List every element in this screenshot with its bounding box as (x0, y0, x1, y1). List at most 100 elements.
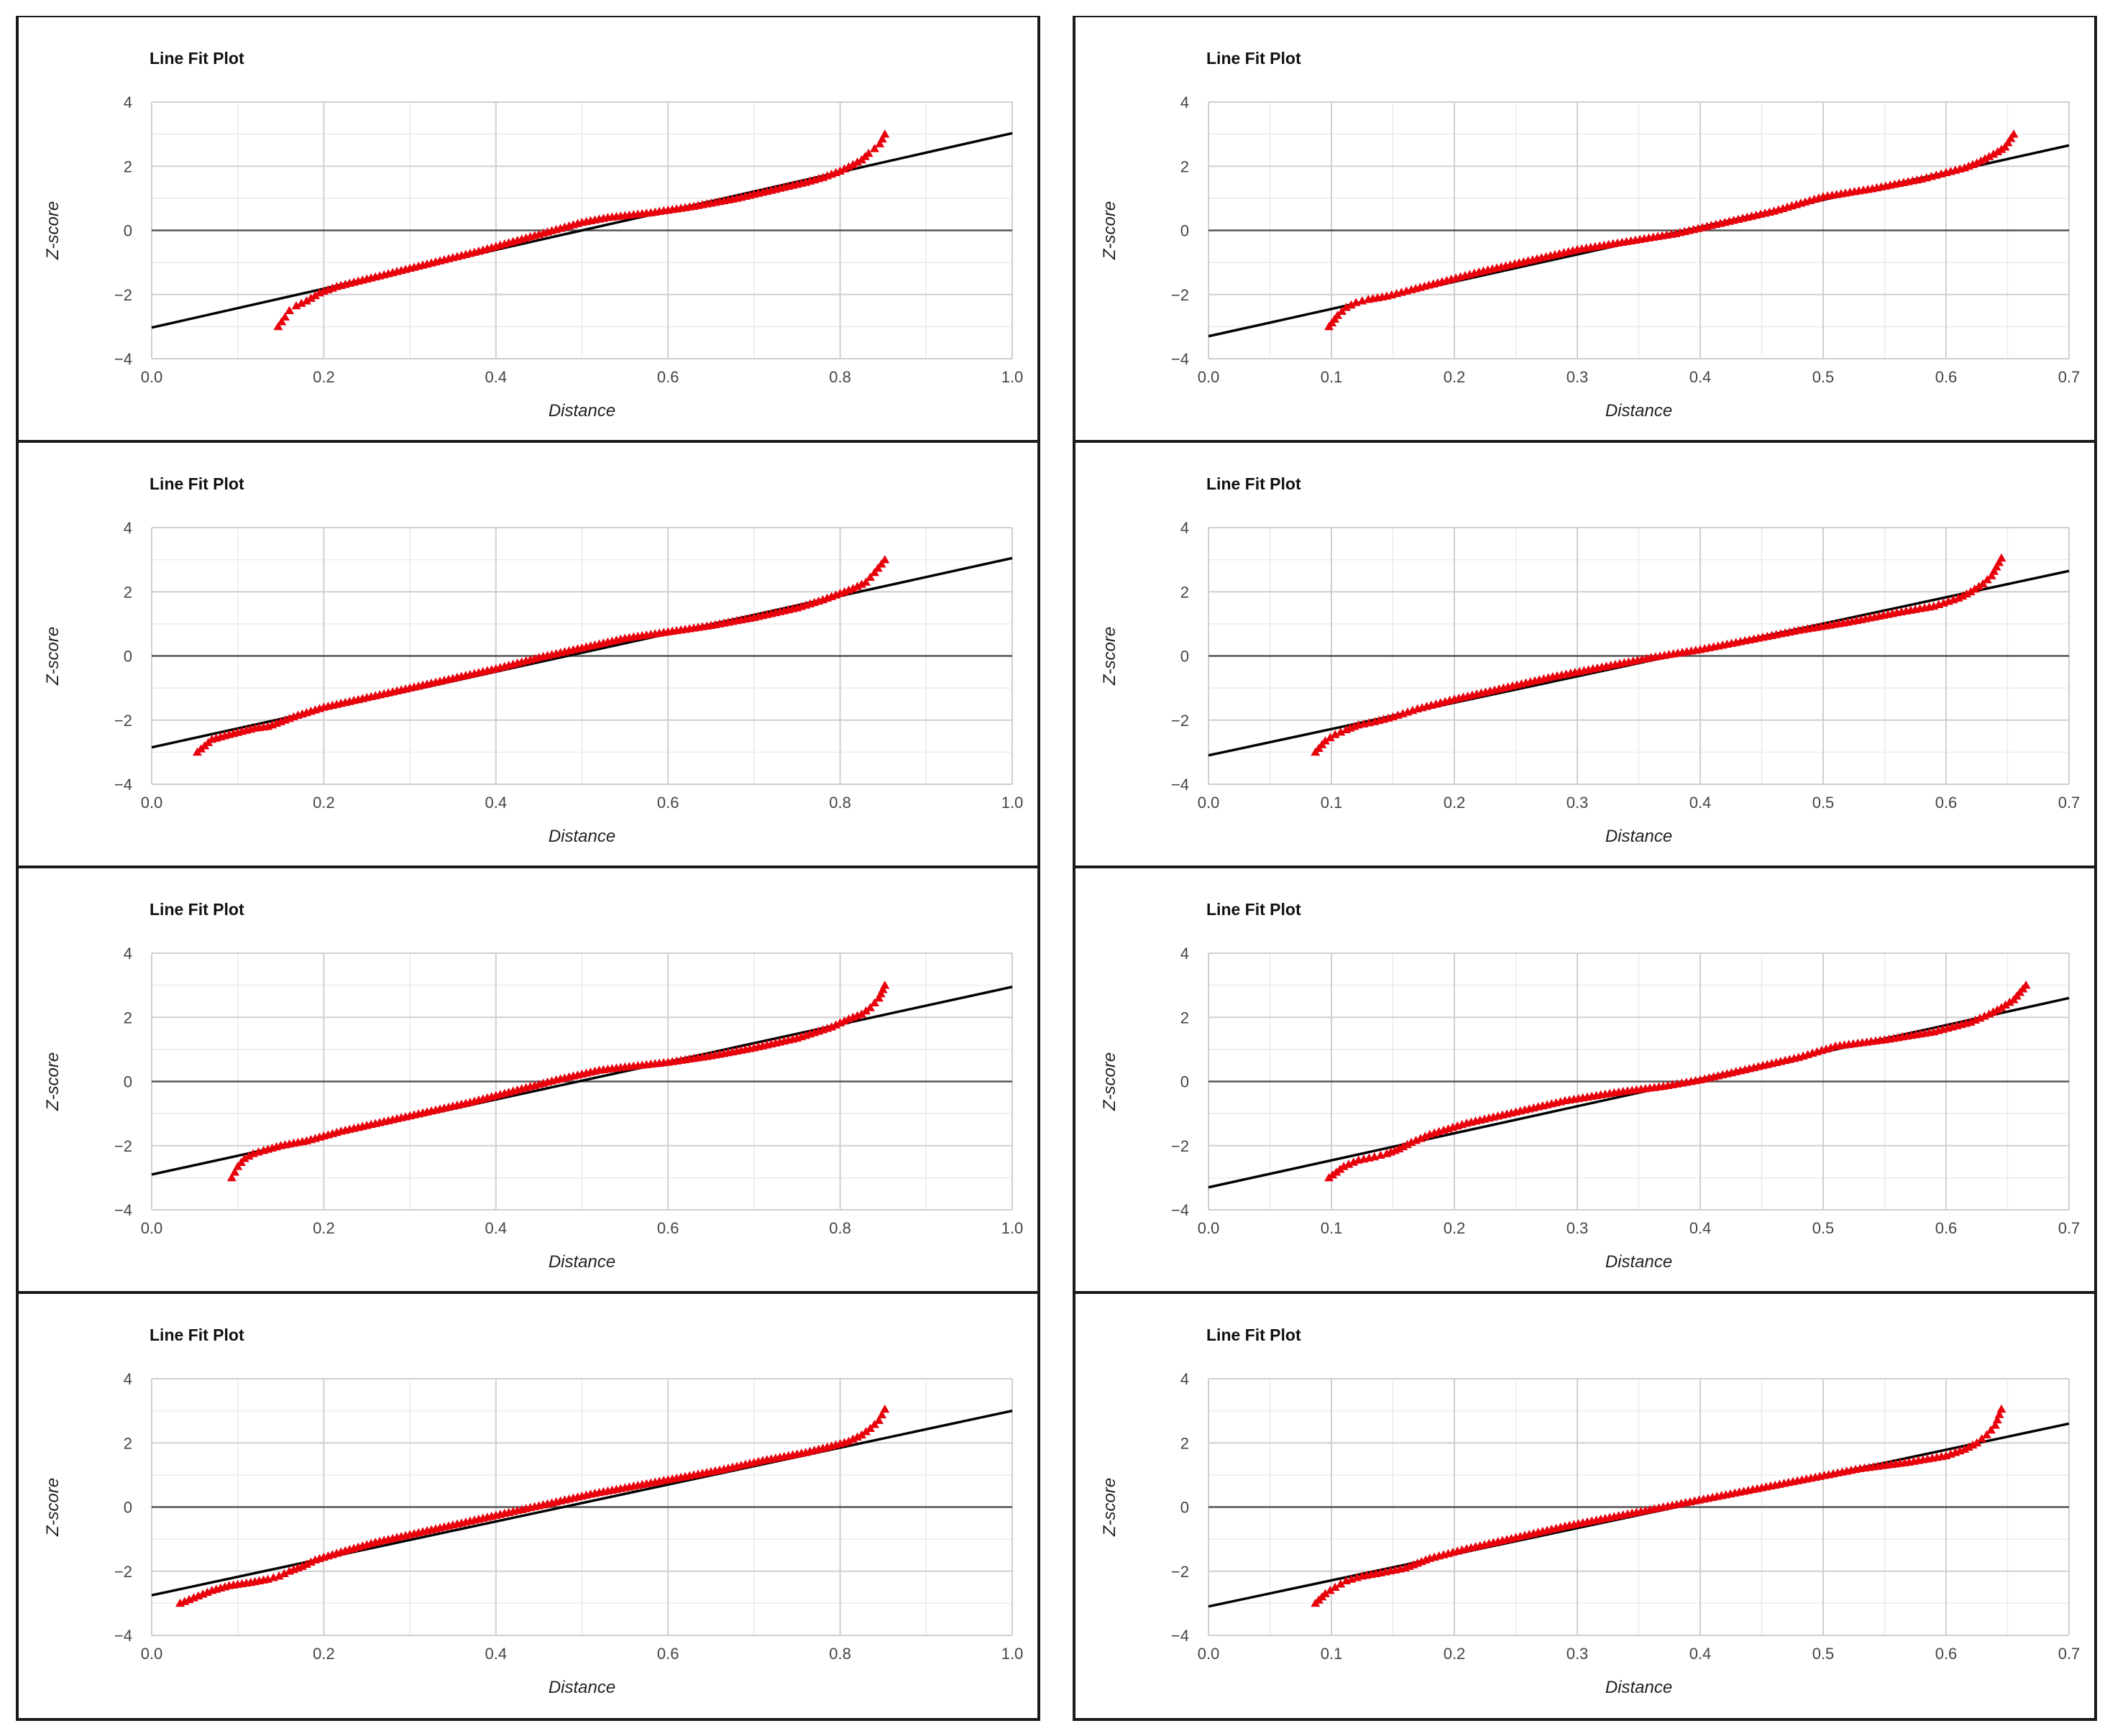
data-point (853, 157, 863, 166)
data-points (1311, 1404, 2006, 1607)
chart-title: Line Fit Plot (150, 474, 244, 493)
y-axis-title: Z-score (1100, 1478, 1119, 1537)
data-point (2021, 980, 2031, 989)
data-point (876, 559, 886, 568)
x-axis-title: Distance (549, 827, 615, 846)
data-points (1311, 553, 2006, 756)
x-tick-label: 0.2 (313, 1645, 335, 1663)
y-tick-label: 0 (124, 1499, 132, 1517)
y-axis-title: Z-score (43, 627, 63, 686)
x-tick-label: 0.0 (1198, 1219, 1220, 1237)
data-point (1981, 1430, 1991, 1438)
data-point (296, 298, 306, 307)
x-tick-label: 0.6 (1935, 794, 1958, 812)
y-axis-title: Z-score (43, 1478, 63, 1537)
y-tick-label: −4 (114, 1201, 132, 1219)
data-point (1984, 152, 1994, 160)
data-point (1330, 730, 1340, 738)
x-axis-title: Distance (549, 1252, 615, 1272)
data-point (1960, 1444, 1970, 1453)
x-tick-label: 0.3 (1567, 1645, 1589, 1663)
data-point (285, 306, 295, 314)
data-point (306, 293, 316, 302)
data-point (880, 555, 890, 564)
data-point (1320, 1589, 1330, 1597)
data-point (2000, 142, 2010, 151)
data-point (1991, 562, 2001, 571)
data-point (226, 1172, 237, 1182)
y-tick-label: 2 (124, 1434, 132, 1452)
y-tick-label: 2 (124, 157, 132, 175)
data-point (239, 1154, 249, 1162)
data-point (1339, 1162, 1349, 1170)
data-point (853, 582, 863, 590)
data-point (1320, 736, 1330, 745)
data-point (1970, 584, 1980, 593)
data-point (1341, 303, 1352, 311)
data-point (291, 300, 301, 310)
x-tick-label: 0.3 (1567, 794, 1589, 812)
x-tick-label: 0.5 (1812, 794, 1835, 812)
data-point (861, 577, 871, 586)
y-tick-label: 4 (124, 93, 132, 111)
data-point (1346, 300, 1356, 309)
data-point (1994, 1410, 2004, 1418)
data-point (1968, 1440, 1978, 1449)
data-points (273, 129, 890, 331)
y-tick-label: 4 (1180, 1370, 1189, 1388)
data-point (1990, 1420, 2000, 1429)
x-tick-label: 0.4 (1689, 794, 1712, 812)
data-point (1986, 571, 1996, 579)
data-point (1994, 558, 2004, 566)
data-point (857, 579, 867, 588)
data-point (301, 1559, 311, 1568)
data-point (1984, 1009, 1994, 1018)
data-point (1402, 1139, 1412, 1149)
scatter-chart: Line Fit Plot 0.0 0.1 0.2 0.3 0.4 0.5 0.6 0.7 4 2 0… (1100, 900, 2080, 1272)
x-tick-label: 0.4 (1689, 368, 1712, 386)
y-tick-label: 4 (124, 1370, 132, 1388)
chart-title: Line Fit Plot (1206, 1326, 1301, 1344)
data-point (1972, 1438, 1982, 1447)
data-point (244, 1151, 254, 1160)
data-points (1324, 129, 2019, 331)
data-point (1976, 156, 1986, 165)
data-point (861, 1427, 871, 1436)
x-tick-label: 0.4 (485, 368, 508, 386)
data-point (1996, 553, 2006, 562)
data-point (877, 1410, 887, 1419)
x-axis-title: Distance (1605, 1678, 1672, 1697)
y-tick-label: −2 (114, 1137, 132, 1155)
data-point (273, 321, 283, 331)
scatter-chart: Line Fit Plot 0.0 0.2 0.4 0.6 0.8 1.0 4 2 0 −2 −4 Di… (43, 474, 1023, 846)
y-tick-label: −4 (1171, 1201, 1189, 1219)
y-tick-label: −4 (1171, 350, 1189, 368)
x-axis-title: Distance (549, 401, 615, 421)
chart-title: Line Fit Plot (1206, 474, 1301, 493)
data-point (1349, 1157, 1359, 1166)
x-tick-label: 0.4 (485, 794, 508, 812)
data-point (1344, 1159, 1354, 1168)
line-fit-plot-panel: Line Fit Plot 0.0 0.2 0.4 0.6 0.8 1.0 4 2 0 −2 −4 Di… (19, 17, 1037, 440)
data-point (1965, 587, 1976, 596)
data-point (301, 296, 311, 305)
y-tick-label: 0 (124, 648, 132, 666)
data-point (1989, 1007, 1999, 1016)
data-point (1325, 1586, 1335, 1594)
y-tick-label: −4 (1171, 1627, 1189, 1645)
x-tick-label: 0.0 (141, 368, 163, 386)
y-axis-title: Z-score (1100, 201, 1119, 260)
data-points (192, 555, 890, 756)
x-tick-label: 0.6 (657, 368, 679, 386)
data-point (310, 290, 320, 300)
x-axis-title: Distance (549, 1678, 615, 1697)
data-point (279, 1569, 289, 1577)
x-tick-label: 0.2 (1444, 1645, 1466, 1663)
data-point (1958, 591, 1968, 600)
x-tick-label: 0.4 (1689, 1645, 1712, 1663)
y-tick-label: −2 (114, 286, 132, 304)
data-point (2004, 997, 2014, 1006)
x-tick-label: 0.2 (1444, 1219, 1466, 1237)
data-point (1996, 1003, 2006, 1011)
